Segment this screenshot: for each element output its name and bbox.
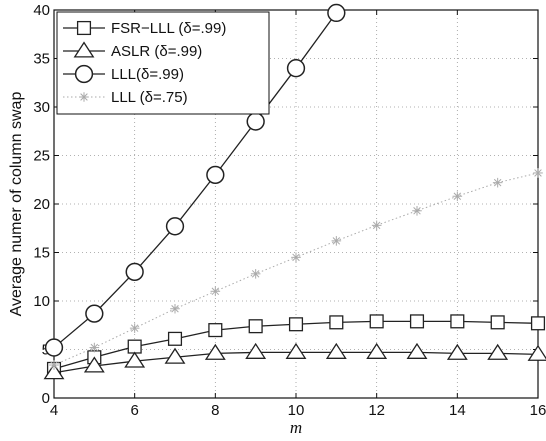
legend: FSR−LLL (δ=.99) ASLR (δ=.99) LLL(δ=.99) LLL… bbox=[56, 11, 270, 115]
data-point-triangle bbox=[124, 351, 146, 368]
data-point-triangle bbox=[487, 343, 509, 360]
data-point-triangle bbox=[83, 356, 105, 373]
x-axis-label: m bbox=[290, 418, 302, 437]
x-tick-label: 4 bbox=[50, 402, 58, 419]
x-tick-label: 12 bbox=[368, 402, 385, 419]
star-stroke bbox=[80, 93, 88, 101]
data-point-circle bbox=[125, 262, 144, 282]
y-tick-label: 20 bbox=[33, 196, 50, 213]
data-point-circle bbox=[286, 59, 306, 78]
y-tick-label: 0 bbox=[42, 390, 50, 407]
legend-item: FSR−LLL (δ=.99) bbox=[63, 20, 226, 37]
data-point-star bbox=[412, 205, 422, 216]
x-tick-label: 10 bbox=[288, 402, 305, 419]
series-circle bbox=[44, 3, 346, 357]
data-point-circle bbox=[165, 217, 185, 236]
data-point-square bbox=[248, 319, 263, 334]
star-stroke bbox=[493, 178, 502, 187]
data-point-square bbox=[208, 323, 223, 338]
legend-item: ASLR (δ=.99) bbox=[63, 41, 202, 60]
data-point-star bbox=[250, 269, 261, 279]
star-stroke bbox=[50, 361, 58, 369]
x-tick-label: 16 bbox=[530, 402, 546, 419]
data-point-square bbox=[167, 331, 183, 346]
series-star bbox=[49, 168, 543, 370]
data-point-circle bbox=[206, 165, 225, 185]
x-tick-label: 6 bbox=[130, 402, 138, 419]
data-point-square bbox=[409, 314, 425, 329]
y-tick-label: 25 bbox=[33, 148, 50, 165]
y-tick-label: 15 bbox=[33, 245, 50, 262]
data-point-star bbox=[533, 168, 543, 178]
star-stroke bbox=[453, 192, 462, 200]
data-point-square bbox=[76, 20, 92, 36]
y-tick-label: 10 bbox=[33, 293, 50, 310]
data-point-star bbox=[331, 236, 342, 246]
y-axis-label: Average numer of column swap bbox=[8, 92, 25, 317]
x-tick-label: 14 bbox=[449, 402, 466, 419]
data-point-square bbox=[127, 339, 142, 354]
star-stroke bbox=[292, 253, 300, 262]
data-point-square bbox=[288, 317, 304, 332]
legend-label: LLL(δ=.99) bbox=[111, 66, 184, 83]
data-point-star bbox=[452, 191, 463, 202]
data-point-triangle bbox=[43, 363, 65, 380]
legend-label: LLL (δ=.75) bbox=[111, 89, 188, 106]
data-point-star bbox=[291, 252, 301, 263]
data-point-star bbox=[129, 323, 140, 333]
series-line bbox=[53, 12, 337, 349]
legend-item: LLL (δ=.75) bbox=[63, 89, 188, 106]
data-point-square bbox=[530, 316, 546, 331]
legend-label: FSR−LLL (δ=.99) bbox=[111, 20, 226, 37]
y-tick-label: 35 bbox=[33, 51, 50, 68]
data-point-star bbox=[49, 360, 59, 370]
axis-ticks: 468101214160510152025303540 bbox=[33, 2, 546, 419]
star-stroke bbox=[534, 169, 542, 177]
data-point-square bbox=[329, 315, 344, 330]
star-stroke bbox=[251, 270, 260, 278]
data-point-star bbox=[371, 220, 382, 231]
data-point-circle bbox=[327, 3, 346, 23]
data-point-square bbox=[490, 315, 505, 330]
data-point-star bbox=[492, 177, 503, 188]
y-tick-label: 30 bbox=[33, 99, 50, 116]
data-point-triangle bbox=[446, 343, 468, 360]
data-point-circle bbox=[246, 112, 265, 131]
legend-label: ASLR (δ=.99) bbox=[111, 43, 202, 60]
star-stroke bbox=[372, 221, 381, 230]
data-point-square bbox=[369, 314, 384, 329]
data-point-triangle bbox=[73, 41, 95, 58]
legend-item: LLL(δ=.99) bbox=[63, 64, 184, 84]
series-group bbox=[43, 3, 546, 380]
star-stroke bbox=[130, 324, 139, 332]
data-point-triangle bbox=[285, 342, 307, 359]
data-point-star bbox=[89, 342, 100, 353]
data-point-circle bbox=[85, 304, 104, 323]
data-point-triangle bbox=[527, 344, 546, 361]
data-point-triangle bbox=[406, 342, 428, 359]
star-stroke bbox=[211, 287, 220, 296]
star-stroke bbox=[171, 305, 179, 313]
x-tick-label: 8 bbox=[211, 402, 219, 419]
star-stroke bbox=[90, 343, 99, 352]
data-point-star bbox=[170, 303, 180, 314]
series-triangle bbox=[43, 342, 546, 380]
data-point-triangle bbox=[164, 347, 186, 364]
star-stroke bbox=[332, 237, 341, 245]
data-point-star bbox=[210, 286, 221, 297]
data-point-circle bbox=[44, 338, 64, 357]
data-point-triangle bbox=[366, 342, 388, 359]
data-point-triangle bbox=[245, 342, 267, 359]
data-point-triangle bbox=[325, 342, 347, 359]
data-point-circle bbox=[74, 64, 94, 84]
data-point-triangle bbox=[204, 343, 226, 360]
data-point-square bbox=[450, 314, 465, 329]
y-tick-label: 40 bbox=[33, 2, 50, 19]
series-square bbox=[46, 314, 546, 376]
data-point-star bbox=[79, 92, 89, 102]
star-stroke bbox=[413, 207, 421, 215]
